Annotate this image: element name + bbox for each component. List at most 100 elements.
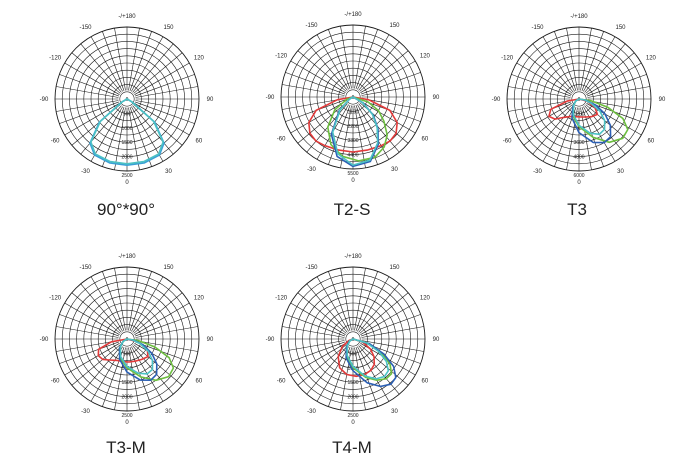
chart-title-t3-m: T3-M bbox=[106, 438, 146, 457]
chart-title-t2-s: T2-S bbox=[333, 200, 371, 219]
grid-spoke bbox=[328, 105, 351, 165]
angle-tick-label: 90 bbox=[207, 97, 214, 103]
series-curve-2 bbox=[345, 338, 397, 388]
angle-tick-label: -/+180 bbox=[344, 12, 362, 18]
angle-tick-label: 90 bbox=[207, 337, 214, 343]
grid-spoke bbox=[64, 302, 120, 335]
grid-spoke bbox=[80, 283, 122, 333]
grid-spoke bbox=[516, 62, 572, 95]
grid-spoke bbox=[354, 26, 366, 89]
grid-spoke bbox=[542, 106, 575, 162]
grid-spoke bbox=[135, 101, 195, 124]
radial-tick-label: 2000 bbox=[347, 395, 358, 401]
grid-spoke bbox=[361, 314, 421, 337]
radial-tick-label: 0 bbox=[578, 97, 581, 103]
angle-tick-label: -30 bbox=[307, 167, 316, 173]
grid-spoke bbox=[355, 105, 378, 165]
grid-spoke bbox=[56, 100, 119, 112]
grid-spoke bbox=[290, 302, 346, 335]
grid-spoke bbox=[360, 101, 416, 134]
grid-spoke bbox=[583, 36, 616, 92]
angle-tick-label: 120 bbox=[420, 54, 431, 60]
radial-tick-label: 3600 bbox=[573, 140, 584, 146]
radial-tick-label: 0 bbox=[352, 337, 355, 343]
grid-spoke bbox=[102, 107, 125, 167]
grid-spoke bbox=[340, 26, 352, 89]
angle-tick-label: -120 bbox=[49, 296, 62, 302]
angle-tick-label: -/+180 bbox=[118, 254, 136, 260]
grid-spoke bbox=[134, 103, 190, 136]
grid-spoke bbox=[355, 29, 378, 89]
grid-spoke bbox=[354, 268, 366, 331]
radial-tick-label: 2400 bbox=[573, 126, 584, 132]
grid-spoke bbox=[133, 344, 183, 386]
angle-tick-label: 120 bbox=[646, 56, 657, 62]
angle-tick-label: -60 bbox=[277, 379, 286, 385]
angle-tick-label: 60 bbox=[422, 379, 429, 385]
radial-tick-label: 1500 bbox=[121, 380, 132, 386]
grid-spoke bbox=[581, 31, 604, 91]
grid-spoke bbox=[358, 345, 400, 395]
angle-tick-label: -60 bbox=[51, 379, 60, 385]
grid-spoke bbox=[90, 276, 123, 332]
grid-spoke bbox=[135, 340, 198, 352]
grid-ring bbox=[345, 89, 361, 105]
grid-spoke bbox=[64, 103, 120, 136]
grid-spoke bbox=[135, 341, 195, 364]
grid-spoke bbox=[508, 100, 571, 112]
radial-tick-label: 500 bbox=[123, 111, 132, 117]
grid-spoke bbox=[56, 340, 119, 352]
grid-spoke bbox=[59, 341, 119, 364]
grid-spoke bbox=[134, 343, 190, 376]
grid-spoke bbox=[532, 43, 574, 93]
angle-tick-label: -150 bbox=[79, 265, 92, 271]
angle-tick-label: -30 bbox=[81, 169, 90, 175]
angle-tick-label: -90 bbox=[266, 337, 275, 343]
grid-spoke bbox=[135, 74, 195, 97]
grid-spoke bbox=[511, 101, 571, 124]
grid-spoke bbox=[587, 100, 650, 112]
angle-tick-label: -60 bbox=[277, 137, 286, 143]
grid-spoke bbox=[90, 106, 123, 162]
grid-spoke bbox=[511, 74, 571, 97]
series-curve-3 bbox=[346, 338, 390, 380]
grid-spoke bbox=[71, 292, 121, 334]
angle-tick-label: 0 bbox=[351, 420, 355, 426]
grid-spoke bbox=[306, 345, 348, 395]
grid-spoke bbox=[132, 105, 174, 155]
grid-spoke bbox=[357, 104, 390, 160]
radial-tick-label: 4800 bbox=[573, 155, 584, 161]
polar-chart-1: -/+180 150 120 90 60 30 0 -30 -60 -90 -120 -150 0 110… bbox=[266, 12, 440, 184]
grid-spoke bbox=[80, 43, 122, 93]
grid-spoke bbox=[114, 268, 126, 331]
angle-tick-label: 120 bbox=[194, 56, 205, 62]
angle-tick-label: 90 bbox=[659, 97, 666, 103]
radial-tick-label: 1500 bbox=[347, 380, 358, 386]
radial-tick-label: 2000 bbox=[121, 395, 132, 401]
angle-tick-label: 90 bbox=[433, 337, 440, 343]
grid-spoke bbox=[532, 105, 574, 155]
grid-spoke bbox=[114, 347, 126, 410]
grid-spoke bbox=[290, 60, 346, 93]
polar-chart-4: -/+180 150 120 90 60 30 0 -30 -60 -90 -120 -150 0 500… bbox=[266, 254, 440, 426]
angle-tick-label: -150 bbox=[531, 25, 544, 31]
angle-tick-label: 30 bbox=[165, 169, 172, 175]
grid-spoke bbox=[114, 107, 126, 170]
grid-spoke bbox=[59, 314, 119, 337]
grid-spoke bbox=[297, 102, 347, 144]
grid-spoke bbox=[340, 268, 352, 331]
angle-tick-label: -150 bbox=[305, 265, 318, 271]
radial-tick-label: 500 bbox=[123, 351, 132, 357]
grid-spoke bbox=[128, 28, 140, 91]
grid-spoke bbox=[102, 271, 125, 331]
grid-spoke bbox=[56, 326, 119, 338]
angle-tick-label: 60 bbox=[422, 137, 429, 143]
radial-tick-label: 0 bbox=[126, 97, 129, 103]
grid-spoke bbox=[516, 103, 572, 136]
angle-tick-label: 30 bbox=[391, 409, 398, 415]
radial-tick-label: 2500 bbox=[347, 413, 358, 419]
grid-spoke bbox=[306, 41, 348, 91]
grid-spoke bbox=[131, 36, 164, 92]
grid-spoke bbox=[71, 52, 121, 94]
